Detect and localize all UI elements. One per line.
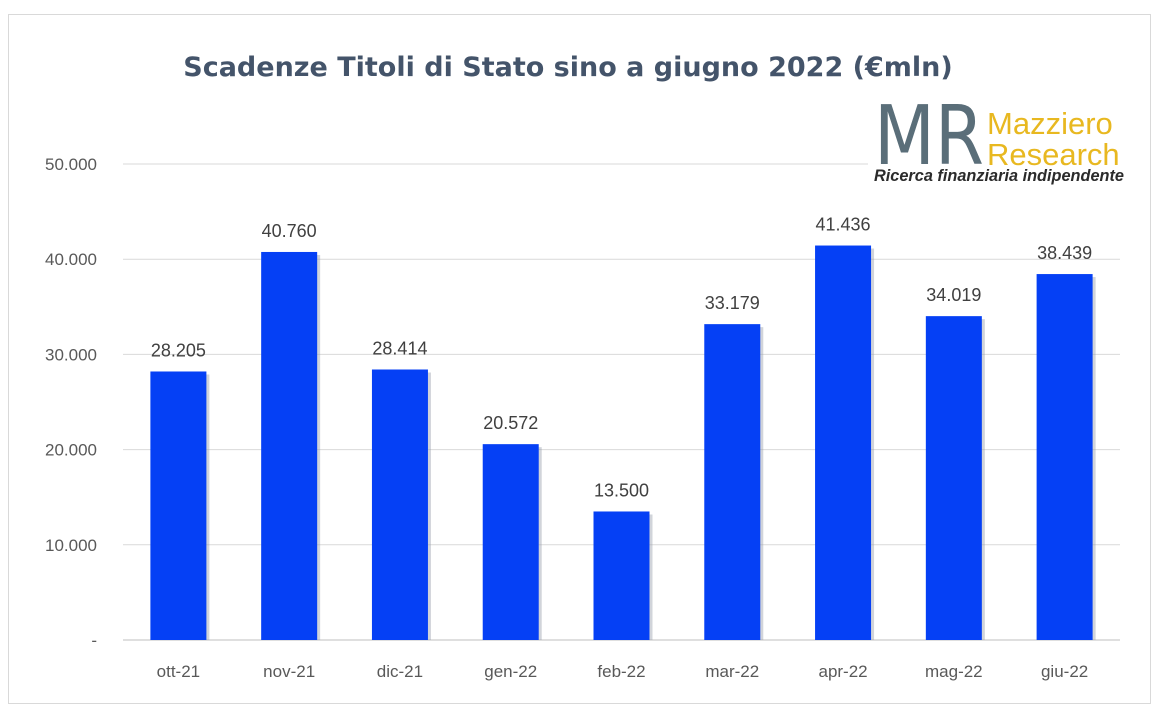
- x-tick-label: apr-22: [818, 662, 867, 681]
- x-tick-label: gen-22: [484, 662, 537, 681]
- y-axis-ticks: - 10.000 20.000 30.000 40.000 50.000: [45, 155, 97, 650]
- y-tick-label: 50.000: [45, 155, 97, 174]
- x-tick-label: ott-21: [157, 662, 200, 681]
- bar: [482, 444, 539, 640]
- data-label: 41.436: [816, 215, 871, 235]
- logo-tagline: Ricerca finanziaria indipendente: [874, 166, 1124, 185]
- bars: [150, 245, 1096, 641]
- bar: [704, 324, 761, 640]
- x-axis-ticks: ott-21 nov-21 dic-21 gen-22 feb-22 mar-22 apr-…: [157, 662, 1089, 681]
- x-tick-label: mar-22: [705, 662, 759, 681]
- bar: [261, 251, 318, 641]
- x-tick-label: giu-22: [1041, 662, 1088, 681]
- y-tick-label: 20.000: [45, 441, 97, 460]
- bar: [593, 511, 650, 640]
- x-tick-label: mag-22: [925, 662, 983, 681]
- data-label: 13.500: [594, 480, 649, 500]
- data-label: 34.019: [926, 285, 981, 305]
- x-tick-label: dic-21: [377, 662, 423, 681]
- data-label: 28.414: [372, 338, 427, 358]
- data-label: 20.572: [483, 413, 538, 433]
- bar: [371, 369, 428, 640]
- logo-background: [868, 93, 1132, 188]
- data-label: 33.179: [705, 293, 760, 313]
- data-label: 28.205: [151, 340, 206, 360]
- bar: [815, 245, 872, 640]
- logo-name-line1: Mazziero: [987, 106, 1113, 141]
- data-label: 40.760: [262, 221, 317, 241]
- logo-mark: MR: [874, 89, 984, 184]
- y-tick-label: 40.000: [45, 250, 97, 269]
- x-tick-label: feb-22: [597, 662, 645, 681]
- y-tick-label: 30.000: [45, 345, 97, 364]
- data-label: 38.439: [1037, 243, 1092, 263]
- data-labels: 28.205 40.760 28.414 20.572 13.500 33.179 41.4…: [151, 215, 1092, 501]
- y-tick-label: 10.000: [45, 536, 97, 555]
- x-tick-label: nov-21: [263, 662, 315, 681]
- chart-title: Scadenze Titoli di Stato sino a giugno 2…: [183, 52, 952, 83]
- bar: [150, 371, 207, 640]
- logo-name-line2: Research: [987, 137, 1120, 172]
- bar: [1036, 274, 1093, 640]
- bar: [925, 316, 982, 640]
- logo: MR Mazziero Research Ricerca finanziaria…: [868, 89, 1132, 188]
- y-tick-label: -: [91, 631, 97, 650]
